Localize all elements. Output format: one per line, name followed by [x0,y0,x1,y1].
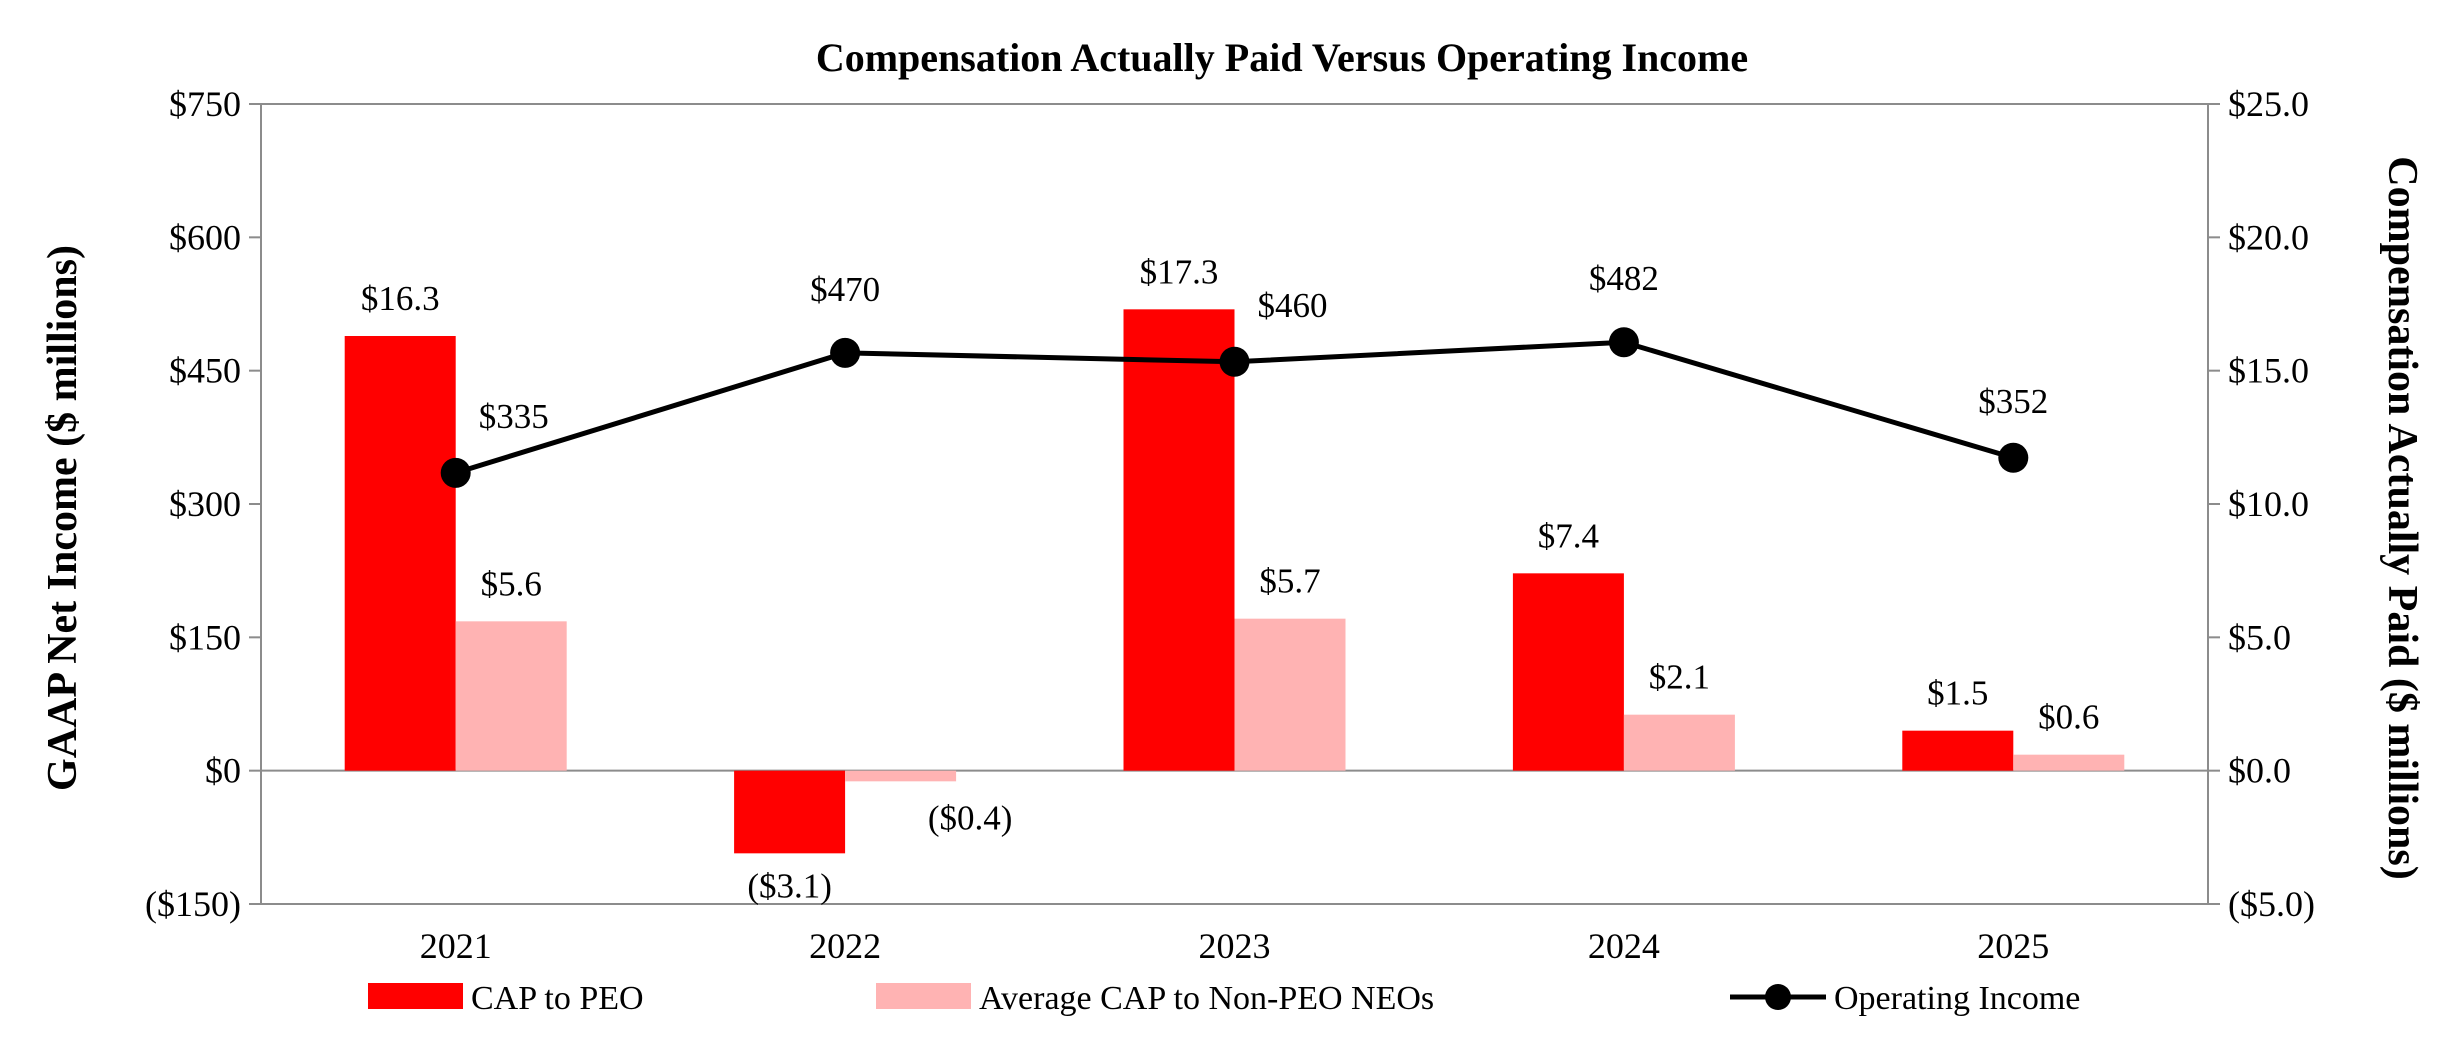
line-data-label: $482 [1589,259,1659,298]
bar-cap-peo [1512,573,1624,771]
bar-data-label: $0.6 [2038,698,2099,737]
right-tick-label: $10.0 [2228,484,2309,524]
operating-income-point [830,337,861,368]
legend-swatch [368,983,463,1009]
x-tick-label: 2025 [1977,926,2049,966]
left-tick-label: $0 [205,751,241,791]
legend: CAP to PEO Average CAP to Non-PEO NEOs Ope… [368,980,2080,1017]
bar-cap-non-peo [1234,618,1346,771]
bar-series: $16.3 ($3.1) $17.3 $7.4 $1.5 $5.6 ($0.4) $5.7 $2… [344,252,2125,905]
left-axis-title: GAAP Net Income ($ millions) [40,245,86,791]
right-tick-label: $25.0 [2228,84,2309,124]
line-data-label: $335 [479,397,549,436]
line-series: $335 $470 $460 $482 $352 [440,259,2048,488]
bar-data-label: ($0.4) [928,798,1013,837]
left-tick-label: $750 [169,84,241,124]
bar-data-label: $2.1 [1649,658,1710,697]
x-tick-label: 2022 [809,926,881,966]
legend-label: Average CAP to Non-PEO NEOs [979,980,1434,1017]
axis-ticks: ($150) $0 $150 $300 $450 $600 $750 ($5.0) $0.0 $5… [145,84,2315,966]
bar-data-label: $17.3 [1140,252,1219,291]
left-tick-label: $150 [169,617,241,657]
left-tick-label: $600 [169,217,241,257]
bar-data-label: $7.4 [1538,516,1599,555]
right-tick-label: ($5.0) [2228,884,2315,924]
left-tick-label: $300 [169,484,241,524]
x-tick-label: 2023 [1199,926,1271,966]
legend-label: CAP to PEO [471,980,644,1017]
line-data-label: $460 [1258,286,1328,325]
bar-cap-non-peo [845,770,957,782]
legend-swatch [876,983,971,1009]
x-tick-label: 2024 [1588,926,1660,966]
bar-data-label: $5.7 [1259,562,1320,601]
right-tick-label: $0.0 [2228,751,2291,791]
left-tick-label: ($150) [145,884,241,924]
operating-income-point [1998,442,2029,473]
bar-cap-peo [734,770,846,854]
legend-label: Operating Income [1834,980,2080,1017]
bar-data-label: $5.6 [481,564,542,603]
left-tick-label: $450 [169,351,241,391]
bar-cap-non-peo [455,621,567,771]
right-tick-label: $20.0 [2228,217,2309,257]
line-data-label: $470 [810,270,880,309]
bar-data-label: $16.3 [361,279,440,318]
legend-marker [1765,984,1791,1010]
operating-income-point [1608,327,1639,358]
bar-data-label: ($3.1) [747,866,832,905]
x-tick-label: 2021 [420,926,492,966]
right-tick-label: $5.0 [2228,617,2291,657]
chart-title: Compensation Actually Paid Versus Operat… [816,35,1748,80]
right-tick-label: $15.0 [2228,351,2309,391]
bar-cap-non-peo [2013,754,2125,771]
bar-cap-peo [344,336,456,771]
bar-cap-peo [1123,309,1235,771]
operating-income-point [440,457,471,488]
right-axis-title: Compensation Actually Paid ($ millions) [2379,156,2425,879]
bar-cap-peo [1902,730,2014,771]
bar-data-label: $1.5 [1927,674,1988,713]
operating-income-point [1219,346,1250,377]
line-data-label: $352 [1978,382,2048,421]
bar-cap-non-peo [1623,714,1735,771]
